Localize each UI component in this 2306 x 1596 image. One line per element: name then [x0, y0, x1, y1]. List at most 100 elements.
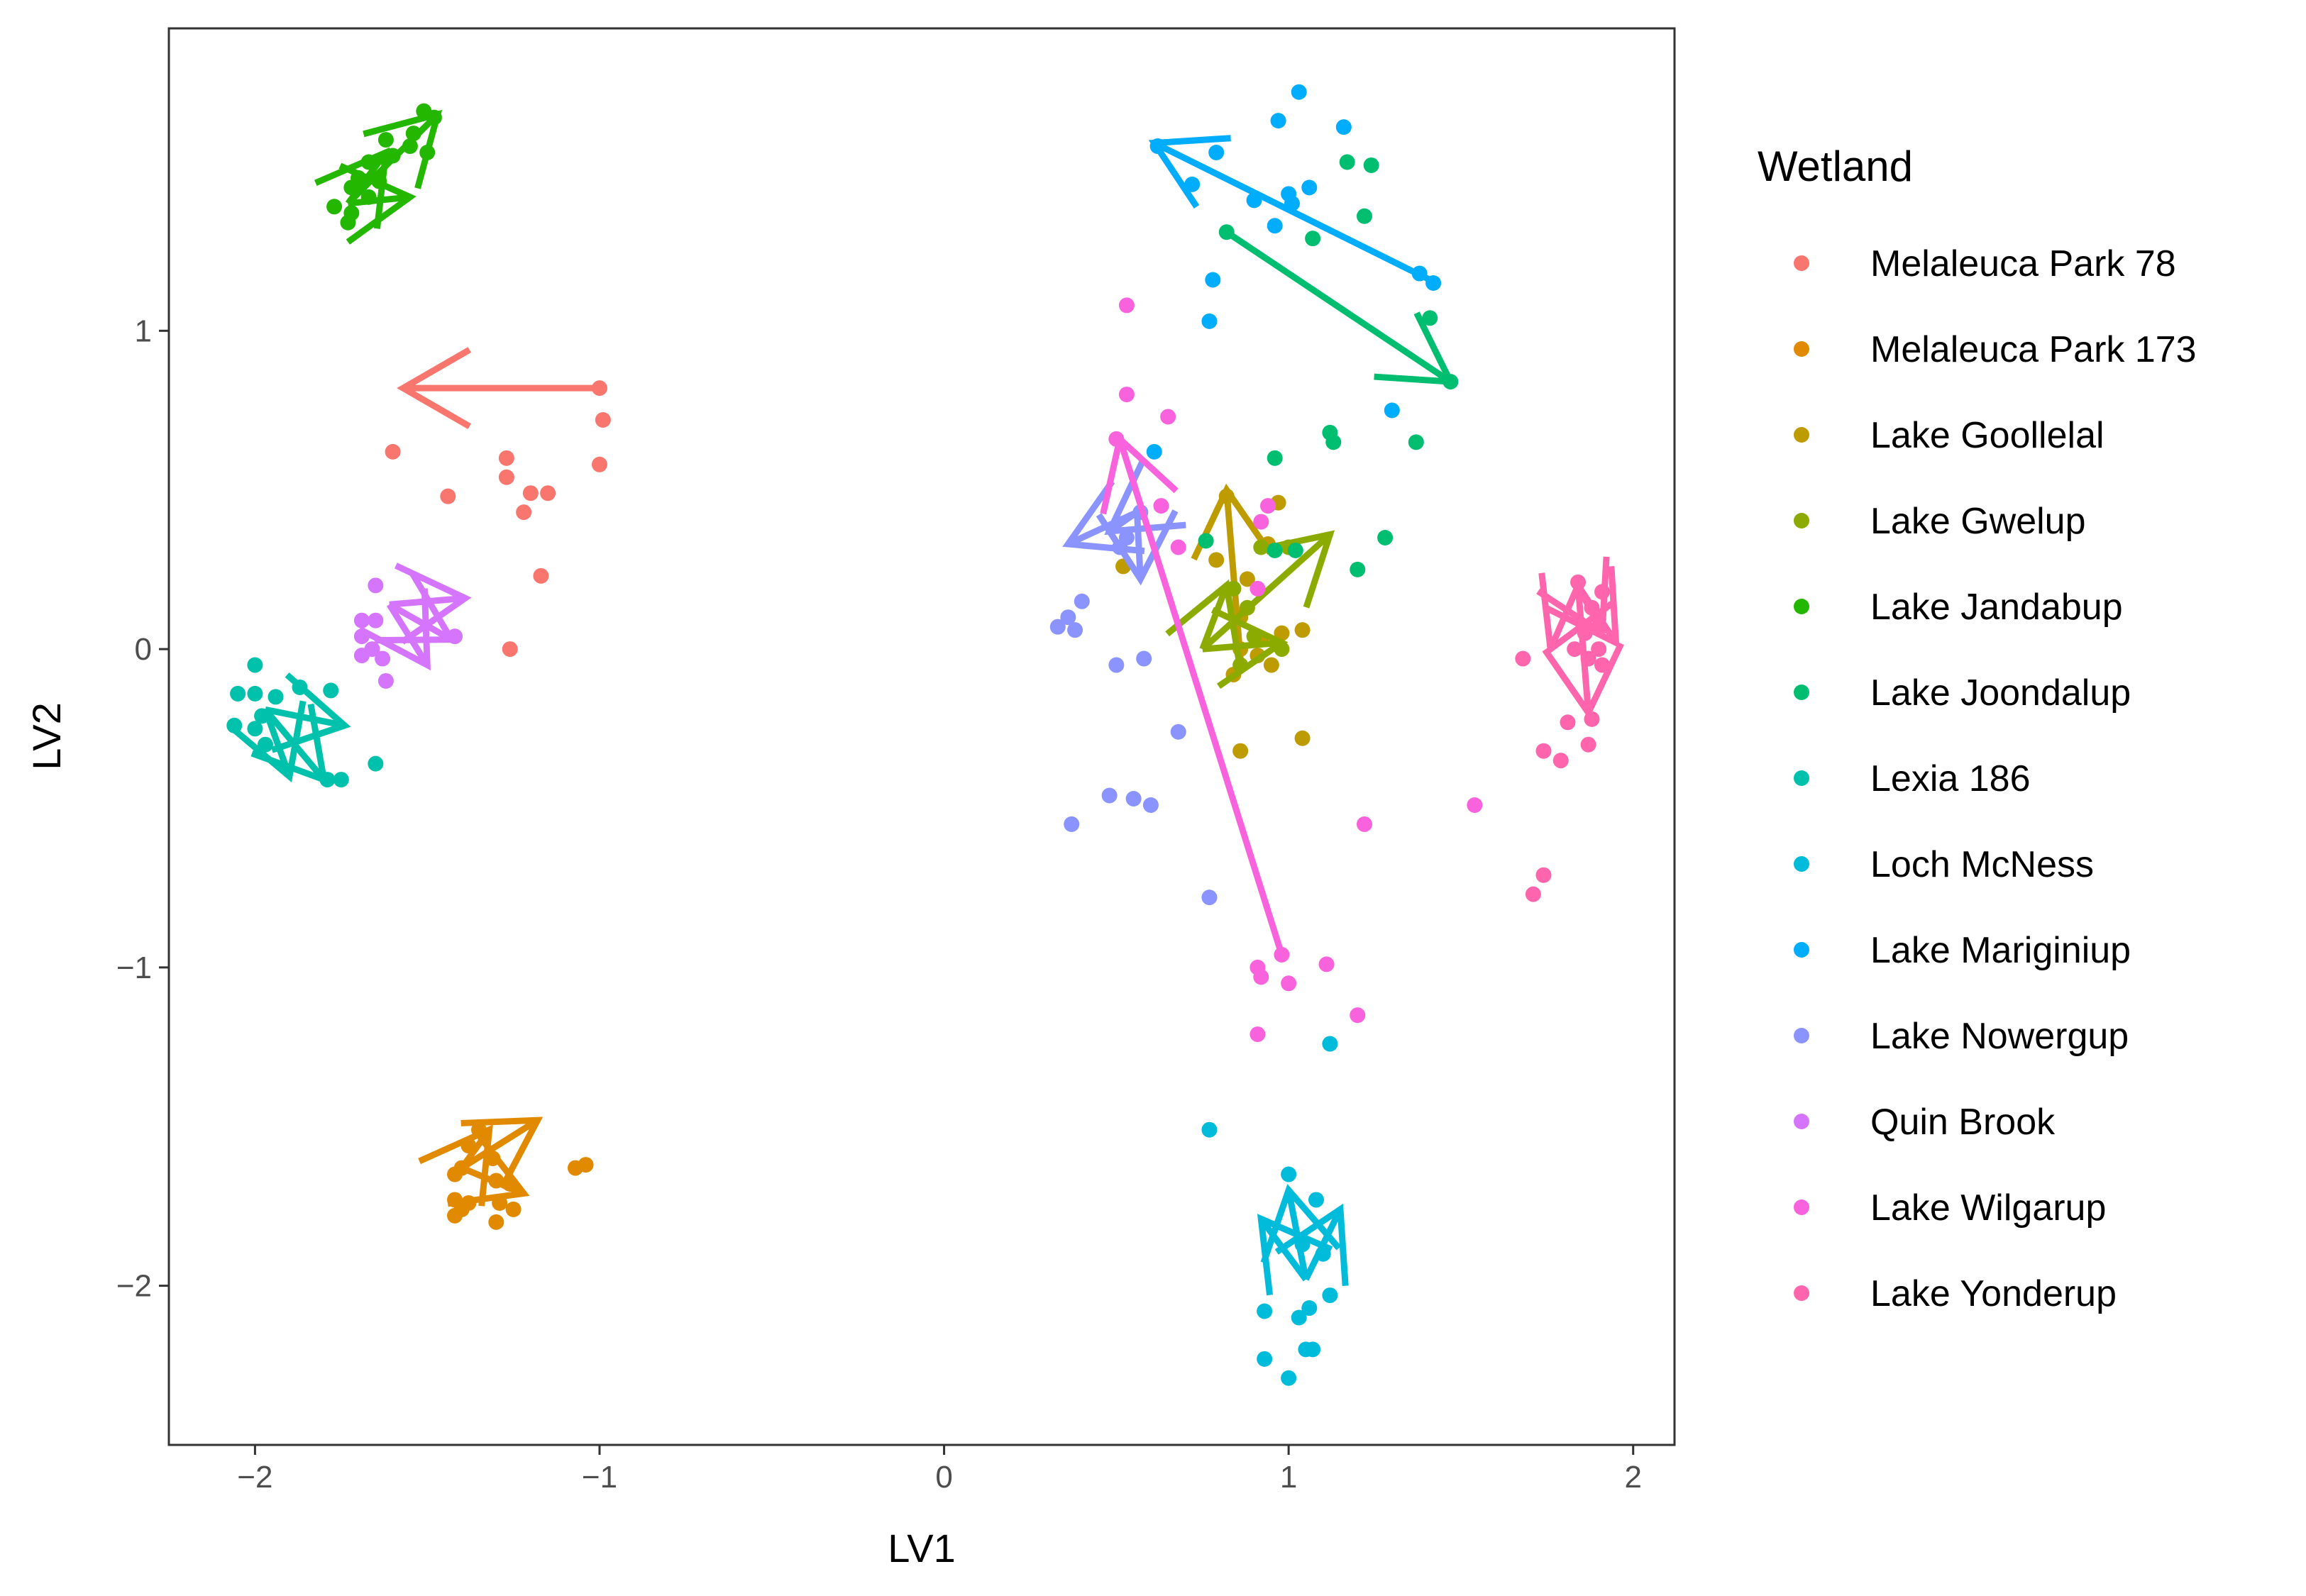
- data-point: [1246, 628, 1262, 645]
- legend-item-lexia-186: Lexia 186: [1794, 758, 2031, 799]
- data-point: [1305, 231, 1321, 247]
- x-tick-label: −1: [582, 1460, 617, 1495]
- data-point: [340, 214, 356, 231]
- legend-label: Lake Mariginiup: [1870, 930, 2131, 971]
- data-point: [485, 1151, 501, 1167]
- data-point: [1108, 431, 1125, 447]
- data-point: [254, 708, 270, 724]
- data-point: [368, 755, 384, 772]
- data-point: [1246, 192, 1262, 209]
- data-point: [1535, 743, 1552, 759]
- data-point: [1274, 946, 1290, 963]
- legend-key: [1794, 685, 1809, 700]
- data-point: [360, 189, 377, 205]
- data-point: [1218, 224, 1235, 240]
- legend-item-lake-joondalup: Lake Joondalup: [1794, 672, 2131, 714]
- data-point: [1377, 530, 1394, 546]
- series-melaleuca-park-78: [385, 347, 611, 658]
- data-point: [1570, 574, 1587, 590]
- data-point: [1170, 539, 1186, 555]
- legend-label: Lake Yonderup: [1870, 1273, 2117, 1314]
- legend-key: [1794, 513, 1809, 528]
- data-point: [1201, 313, 1218, 329]
- legend-item-lake-jandabup: Lake Jandabup: [1794, 587, 2123, 628]
- data-point: [1267, 450, 1283, 466]
- data-point: [1274, 625, 1290, 641]
- data-point: [447, 628, 463, 645]
- data-point: [488, 1214, 504, 1230]
- data-point: [1322, 1036, 1338, 1052]
- series-melaleuca-park-173: [418, 1116, 594, 1230]
- data-point: [1422, 310, 1438, 326]
- data-point: [502, 641, 518, 658]
- data-point: [567, 1160, 583, 1176]
- data-point: [1525, 886, 1541, 902]
- trajectory-arrow: [1096, 509, 1179, 586]
- data-point: [353, 612, 370, 628]
- data-point: [1442, 374, 1459, 390]
- data-point: [1384, 402, 1400, 419]
- data-point: [1153, 498, 1169, 514]
- legend-item-lake-gwelup: Lake Gwelup: [1794, 501, 2086, 542]
- legend-label: Lake Jandabup: [1870, 587, 2123, 628]
- legend-label: Lake Gwelup: [1870, 501, 2086, 542]
- data-point: [516, 504, 532, 521]
- x-axis-title: LV1: [888, 1526, 955, 1570]
- data-point: [1291, 1309, 1307, 1326]
- data-point: [360, 154, 377, 170]
- data-point: [1253, 969, 1269, 985]
- data-point: [1591, 641, 1607, 658]
- data-point: [1146, 443, 1162, 460]
- data-point: [1198, 533, 1214, 549]
- trajectory-arrow: [228, 700, 307, 783]
- data-point: [292, 679, 308, 695]
- data-point: [1356, 208, 1372, 224]
- data-point: [595, 411, 611, 428]
- data-point: [1232, 743, 1249, 759]
- legend-key: [1794, 1285, 1809, 1301]
- data-point: [1160, 409, 1176, 425]
- data-point: [230, 685, 246, 702]
- data-point: [591, 380, 607, 397]
- data-point: [368, 577, 384, 594]
- data-point: [333, 772, 349, 788]
- legend-item-lake-mariginiup: Lake Mariginiup: [1794, 930, 2131, 971]
- y-tick-label: −2: [116, 1269, 152, 1304]
- data-point: [1363, 157, 1379, 173]
- data-point: [1108, 657, 1125, 673]
- data-point: [368, 612, 384, 628]
- legend-title: Wetland: [1758, 143, 1913, 190]
- data-point: [1301, 1300, 1318, 1317]
- legend-item-quin-brook: Quin Brook: [1794, 1102, 2056, 1143]
- series-lake-jandabup: [314, 103, 443, 245]
- data-point: [257, 736, 273, 753]
- data-point: [353, 628, 370, 645]
- legend-label: Lexia 186: [1870, 758, 2031, 799]
- data-point: [1118, 387, 1135, 403]
- data-point: [1270, 113, 1286, 129]
- data-point: [419, 145, 436, 161]
- y-tick-label: 0: [135, 632, 152, 667]
- data-point: [1335, 119, 1352, 135]
- data-point: [247, 685, 263, 702]
- data-point: [1567, 641, 1583, 658]
- data-point: [1580, 650, 1596, 667]
- y-tick-label: 1: [135, 314, 152, 348]
- data-point: [1060, 609, 1076, 626]
- data-point: [371, 173, 387, 189]
- data-point: [1249, 1026, 1266, 1043]
- legend-label: Loch McNess: [1870, 844, 2094, 885]
- legend-key: [1794, 1114, 1809, 1129]
- data-point: [1291, 84, 1307, 100]
- data-point: [226, 717, 243, 733]
- chart-marks: [226, 84, 1624, 1386]
- data-point: [1301, 179, 1318, 196]
- data-point: [385, 443, 401, 460]
- data-point: [1260, 498, 1276, 514]
- data-point: [1125, 791, 1142, 807]
- data-point: [1584, 599, 1600, 616]
- data-point: [1239, 571, 1255, 587]
- series-lake-mariginiup: [1146, 84, 1442, 460]
- data-point: [375, 650, 391, 667]
- legend-key: [1794, 942, 1809, 958]
